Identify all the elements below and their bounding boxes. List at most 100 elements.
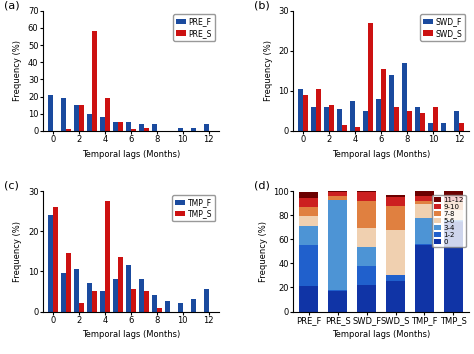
Bar [165, 302, 170, 312]
Bar [79, 105, 84, 131]
Bar [376, 99, 381, 131]
Bar [118, 122, 123, 131]
Bar [415, 204, 434, 218]
Bar [389, 75, 394, 131]
Bar [381, 69, 386, 131]
Bar [316, 89, 321, 131]
Text: (b): (b) [254, 0, 270, 10]
Bar [428, 123, 433, 131]
Bar [415, 201, 434, 204]
Bar [300, 245, 318, 286]
Bar [328, 196, 347, 200]
Bar [303, 95, 308, 131]
Bar [118, 257, 123, 312]
Bar [300, 192, 318, 198]
Bar [328, 291, 347, 312]
Bar [386, 206, 405, 230]
Bar [394, 107, 399, 131]
X-axis label: Temporal lags (Months): Temporal lags (Months) [332, 150, 430, 159]
Y-axis label: Frequency (%): Frequency (%) [13, 40, 22, 101]
Bar [386, 230, 405, 275]
Legend: TMP_F, TMP_S: TMP_F, TMP_S [172, 195, 215, 221]
Bar [131, 129, 136, 131]
Bar [178, 303, 182, 312]
Y-axis label: Frequency (%): Frequency (%) [13, 221, 22, 282]
Bar [66, 129, 71, 131]
Bar [144, 127, 149, 131]
Bar [48, 95, 53, 131]
Bar [433, 107, 438, 131]
Bar [157, 308, 162, 312]
Bar [53, 207, 58, 312]
Bar [191, 299, 196, 312]
X-axis label: Temporal lags (Months): Temporal lags (Months) [332, 330, 430, 339]
Text: (a): (a) [4, 0, 19, 10]
Bar [444, 191, 463, 195]
Bar [357, 188, 376, 192]
Bar [386, 281, 405, 312]
Legend: SWD_F, SWD_S: SWD_F, SWD_S [420, 15, 465, 41]
Bar [328, 200, 347, 290]
Bar [66, 253, 71, 312]
Bar [459, 123, 464, 131]
Bar [415, 196, 434, 201]
Bar [204, 124, 209, 131]
Bar [350, 101, 355, 131]
Text: (c): (c) [4, 181, 19, 191]
Bar [105, 98, 110, 131]
Bar [368, 23, 373, 131]
Bar [357, 228, 376, 246]
Bar [415, 244, 434, 245]
Bar [444, 220, 463, 221]
Bar [355, 127, 360, 131]
Bar [113, 122, 118, 131]
Bar [357, 285, 376, 312]
Bar [444, 201, 463, 210]
Bar [415, 191, 434, 196]
Y-axis label: Frequency (%): Frequency (%) [264, 40, 273, 101]
Bar [328, 192, 347, 196]
Text: (d): (d) [254, 181, 270, 191]
Bar [204, 290, 209, 312]
Bar [444, 195, 463, 201]
Bar [328, 290, 347, 291]
Bar [113, 279, 118, 312]
Bar [415, 107, 420, 131]
X-axis label: Temporal lags (Months): Temporal lags (Months) [82, 150, 180, 159]
Bar [48, 215, 53, 312]
Y-axis label: Frequency (%): Frequency (%) [258, 221, 267, 282]
Bar [300, 226, 318, 245]
Bar [300, 216, 318, 226]
Bar [357, 266, 376, 285]
Bar [100, 291, 105, 312]
Bar [363, 111, 368, 131]
Bar [139, 124, 144, 131]
Bar [324, 107, 329, 131]
Bar [386, 275, 405, 281]
Legend: PRE_F, PRE_S: PRE_F, PRE_S [173, 15, 215, 41]
Bar [152, 124, 157, 131]
Bar [126, 266, 131, 312]
Bar [311, 107, 316, 131]
Bar [61, 98, 66, 131]
Bar [178, 127, 182, 131]
Bar [105, 201, 110, 312]
Bar [74, 105, 79, 131]
Bar [357, 246, 376, 266]
Bar [126, 122, 131, 131]
Bar [144, 291, 149, 312]
Bar [444, 222, 463, 312]
Bar [342, 125, 347, 131]
Bar [444, 210, 463, 220]
Bar [420, 113, 425, 131]
Bar [407, 111, 412, 131]
Bar [131, 290, 136, 312]
Bar [61, 273, 66, 312]
Bar [74, 269, 79, 312]
Bar [152, 296, 157, 312]
Bar [92, 291, 97, 312]
Bar [441, 123, 446, 131]
Bar [357, 201, 376, 228]
Bar [444, 221, 463, 222]
Bar [328, 191, 347, 192]
